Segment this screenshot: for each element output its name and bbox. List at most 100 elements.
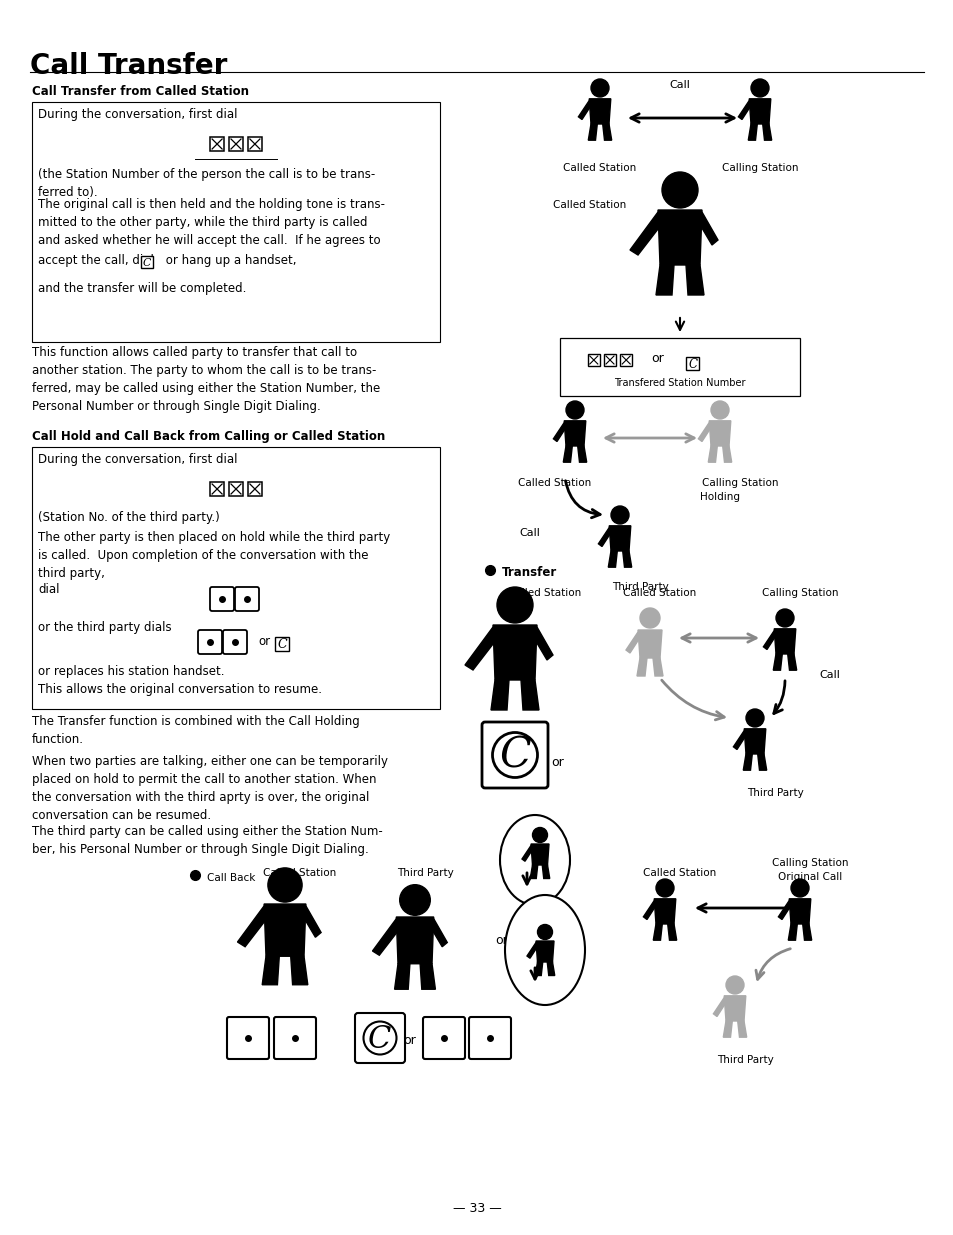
Bar — [686, 357, 699, 369]
Polygon shape — [738, 100, 751, 120]
Text: Called Station: Called Station — [508, 588, 581, 598]
Text: or replaces his station handset.
This allows the original conversation to resume: or replaces his station handset. This al… — [38, 664, 322, 697]
Bar — [248, 137, 262, 151]
Bar — [603, 354, 616, 366]
Text: C: C — [368, 1024, 392, 1055]
Circle shape — [661, 172, 698, 207]
Polygon shape — [801, 924, 811, 940]
Text: Calling Station: Calling Station — [701, 478, 778, 488]
Text: or the third party dials: or the third party dials — [38, 621, 172, 634]
Circle shape — [399, 884, 430, 915]
Ellipse shape — [504, 895, 584, 1005]
Polygon shape — [698, 422, 711, 441]
FancyBboxPatch shape — [469, 1016, 511, 1058]
Polygon shape — [685, 266, 703, 295]
Polygon shape — [264, 904, 306, 956]
Text: Original Call: Original Call — [777, 872, 841, 882]
Bar — [32, 103, 439, 342]
Polygon shape — [609, 526, 630, 551]
Polygon shape — [531, 844, 548, 864]
Text: Called Station: Called Station — [622, 588, 696, 598]
Text: Called Station: Called Station — [563, 163, 636, 173]
Text: The original call is then held and the holding tone is trans-
mitted to the othe: The original call is then held and the h… — [38, 198, 385, 247]
Text: accept the call, dial: accept the call, dial — [38, 254, 153, 267]
Text: C: C — [688, 357, 697, 370]
Text: C: C — [143, 258, 151, 268]
Polygon shape — [656, 266, 673, 295]
FancyBboxPatch shape — [198, 630, 222, 655]
Polygon shape — [762, 631, 776, 650]
Polygon shape — [536, 941, 554, 962]
Polygon shape — [696, 212, 718, 245]
Polygon shape — [654, 899, 675, 924]
Polygon shape — [625, 632, 640, 653]
Text: Calling Station: Calling Station — [771, 858, 847, 868]
Circle shape — [492, 732, 537, 778]
Text: Transfer: Transfer — [501, 567, 557, 579]
Polygon shape — [707, 446, 717, 462]
Circle shape — [537, 925, 552, 940]
Bar — [229, 137, 243, 151]
Text: During the conversation, first dial: During the conversation, first dial — [38, 453, 237, 466]
Polygon shape — [419, 963, 435, 989]
Polygon shape — [757, 755, 766, 771]
Bar — [619, 354, 632, 366]
Circle shape — [639, 608, 659, 629]
Polygon shape — [787, 655, 796, 671]
Circle shape — [532, 827, 547, 842]
FancyBboxPatch shape — [481, 722, 547, 788]
Text: Holding: Holding — [700, 492, 740, 501]
Text: Calling Station: Calling Station — [721, 163, 798, 173]
Polygon shape — [395, 918, 434, 963]
Circle shape — [565, 401, 583, 419]
Circle shape — [725, 976, 743, 994]
Polygon shape — [237, 906, 271, 947]
Circle shape — [750, 79, 768, 98]
Text: Calling Station: Calling Station — [760, 588, 838, 598]
Polygon shape — [653, 924, 661, 940]
Text: or hang up a handset,: or hang up a handset, — [162, 254, 296, 267]
FancyBboxPatch shape — [227, 1016, 269, 1058]
Polygon shape — [598, 527, 611, 547]
Text: or: or — [496, 934, 508, 946]
Text: (Station No. of the third party.): (Station No. of the third party.) — [38, 511, 219, 524]
Bar — [229, 482, 243, 496]
Circle shape — [590, 79, 608, 98]
Text: Third Party: Third Party — [396, 868, 453, 878]
Text: During the conversation, first dial: During the conversation, first dial — [38, 107, 237, 121]
Polygon shape — [589, 99, 610, 124]
FancyBboxPatch shape — [234, 587, 258, 611]
FancyBboxPatch shape — [210, 587, 233, 611]
Text: and the transfer will be completed.: and the transfer will be completed. — [38, 282, 246, 295]
FancyBboxPatch shape — [223, 630, 247, 655]
Text: Called Station: Called Station — [263, 868, 336, 878]
Polygon shape — [535, 962, 542, 976]
Polygon shape — [395, 963, 410, 989]
Bar — [559, 338, 800, 396]
Polygon shape — [372, 919, 402, 955]
Text: Called Station: Called Station — [642, 868, 716, 878]
Text: (the Station Number of the person the call is to be trans-
ferred to).: (the Station Number of the person the ca… — [38, 168, 375, 199]
Bar — [141, 256, 152, 268]
Polygon shape — [723, 995, 745, 1021]
Text: Call: Call — [519, 529, 539, 538]
Polygon shape — [788, 899, 810, 924]
Text: Call Hold and Call Back from Calling or Called Station: Call Hold and Call Back from Calling or … — [32, 430, 385, 443]
Polygon shape — [300, 906, 321, 937]
Text: Third Party: Third Party — [611, 582, 668, 592]
Polygon shape — [722, 446, 731, 462]
Text: The third party can be called using either the Station Num-
ber, his Personal Nu: The third party can be called using eith… — [32, 825, 382, 856]
Circle shape — [497, 587, 533, 622]
Text: The other party is then placed on hold while the third party
is called.  Upon co: The other party is then placed on hold w… — [38, 531, 390, 580]
Text: Transfered Station Number: Transfered Station Number — [614, 378, 745, 388]
Bar — [274, 637, 289, 651]
FancyBboxPatch shape — [355, 1013, 405, 1063]
Polygon shape — [642, 900, 657, 920]
Polygon shape — [520, 680, 538, 710]
Ellipse shape — [499, 815, 569, 905]
Polygon shape — [629, 212, 664, 254]
Text: Call: Call — [819, 671, 840, 680]
Polygon shape — [743, 729, 765, 755]
Bar — [587, 354, 599, 366]
Text: or: or — [257, 635, 270, 648]
